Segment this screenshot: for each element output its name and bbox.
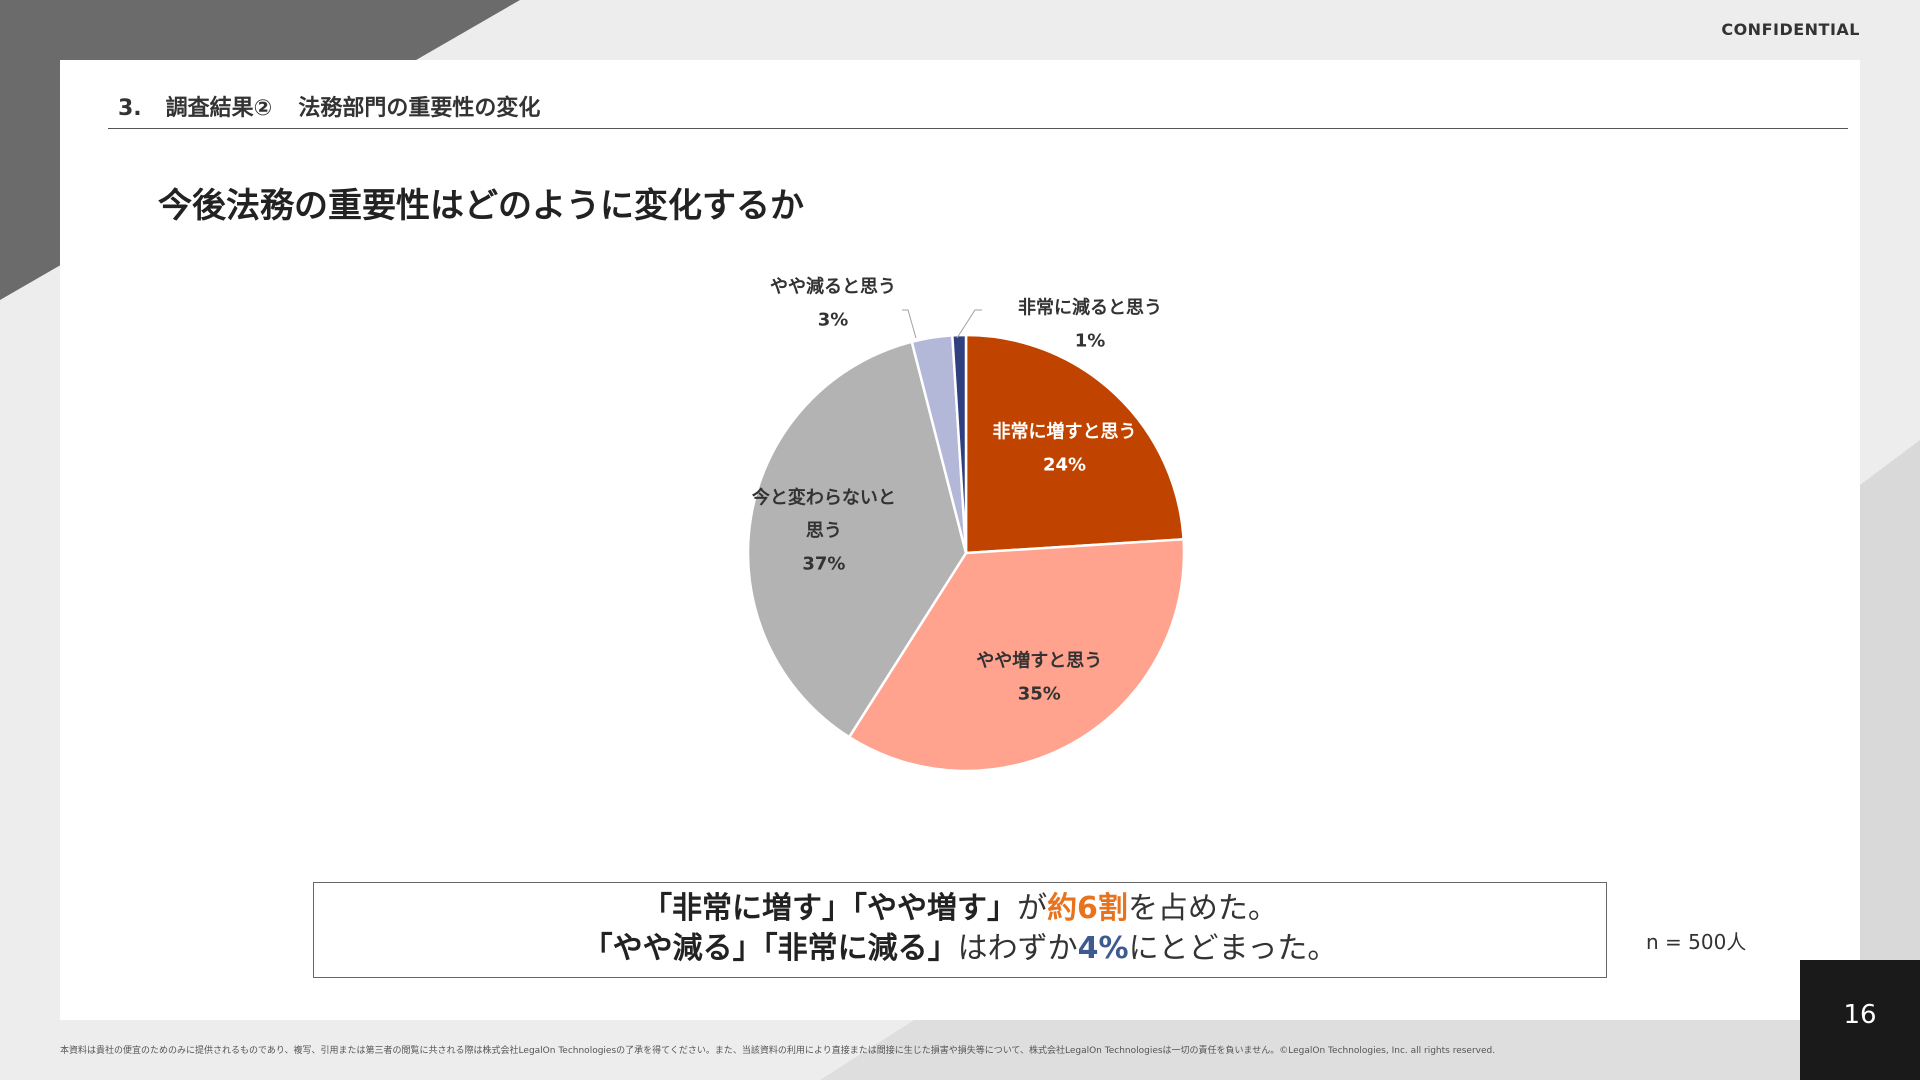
pie-category-label: 思う	[806, 520, 842, 541]
pie-label-1: 非常に増すと思う 24%	[992, 421, 1136, 476]
pie-leader-line-4	[902, 309, 917, 339]
pie-value-label: 3%	[818, 310, 849, 331]
pie-label-4: やや減ると思う 3%	[770, 276, 896, 331]
summary-line1-particle: が	[1017, 891, 1048, 926]
pie-category-label: 今と変わらないと	[752, 486, 896, 508]
page-title: 今後法務の重要性はどのように変化するか	[158, 186, 804, 226]
page-number: 16	[1800, 960, 1920, 1080]
summary-line1-ending: を占めた。	[1127, 891, 1278, 926]
pie-label-2: やや増すと思う 35%	[976, 649, 1102, 704]
pie-slice-3	[746, 340, 968, 739]
pie-value-label: 35%	[1018, 683, 1061, 704]
pie-category-label: 非常に減ると思う	[1018, 297, 1162, 319]
decorative-bottom-shape	[820, 1010, 1920, 1080]
pie-leader-line-5	[956, 309, 982, 339]
pie-value-label: 1%	[1075, 331, 1106, 352]
pie-value-label: 37%	[802, 553, 845, 574]
summary-box: 「非常に増す」「やや増す」が約6割を占めた。 「やや減る」「非常に減る」はわずか…	[313, 882, 1607, 978]
summary-line2-particle: はわずか	[957, 931, 1078, 966]
summary-line-2: 「やや減る」「非常に減る」はわずか4%にとどまった。	[314, 929, 1606, 969]
summary-line-1: 「非常に増す」「やや増す」が約6割を占めた。	[314, 889, 1606, 929]
summary-line1-highlight: 約6割	[1047, 891, 1128, 926]
pie-value-label: 24%	[1043, 455, 1086, 476]
pie-category-label: やや増すと思う	[976, 649, 1102, 671]
summary-line2-quote: 「やや減る」「非常に減る」	[582, 931, 958, 966]
pie-slice-2	[847, 537, 1186, 773]
summary-line2-highlight: 4%	[1077, 931, 1129, 966]
confidential-label: CONFIDENTIAL	[1721, 20, 1860, 39]
pie-label-5: 非常に減ると思う 1%	[1018, 297, 1162, 352]
section-number: 3.	[118, 96, 142, 121]
section-title: 法務部門の重要性の変化	[298, 96, 541, 121]
slide-card: 3. 調査結果② 法務部門の重要性の変化 今後法務の重要性はどのように変化するか 非…	[60, 60, 1860, 1020]
section-label: 調査結果②	[165, 96, 273, 121]
sample-size-label: n = 500人	[1646, 930, 1747, 954]
section-header: 3. 調査結果② 法務部門の重要性の変化	[108, 90, 1848, 129]
summary-line2-ending: にとどまった。	[1128, 931, 1338, 966]
pie-slice-1	[964, 333, 1185, 555]
pie-category-label: やや減ると思う	[770, 276, 896, 298]
footer-disclaimer: 本資料は貴社の便宜のためのみに提供されるものであり、複写、引用または第三者の閲覧…	[60, 1046, 1496, 1056]
pie-category-label: 非常に増すと思う	[992, 421, 1136, 443]
summary-line1-quote: 「非常に増す」「やや増す」	[642, 891, 1018, 926]
